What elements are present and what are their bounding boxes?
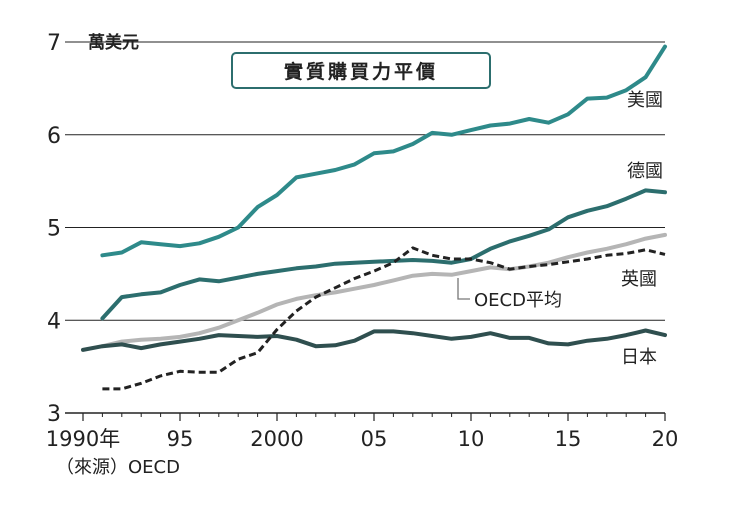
oecd-annotation-label: OECD平均 bbox=[474, 290, 562, 311]
x-tick-label: 05 bbox=[361, 427, 388, 451]
y-tick-label: 6 bbox=[47, 124, 61, 149]
series-line-3 bbox=[102, 246, 666, 391]
series-label-japan: 日本 bbox=[621, 347, 657, 368]
series-group bbox=[81, 44, 667, 391]
series-label-germany: 德國 bbox=[627, 161, 663, 182]
y-tick-label: 3 bbox=[47, 402, 61, 427]
series-line-4 bbox=[81, 328, 667, 352]
series-line-0 bbox=[100, 44, 667, 258]
oecd-annotation-leader bbox=[457, 278, 470, 300]
series-line-2 bbox=[100, 232, 667, 349]
y-axis-ticks: 3 4 5 6 7 bbox=[47, 31, 61, 427]
x-tick-label: 2000 bbox=[250, 427, 303, 451]
x-tick-label: 95 bbox=[167, 427, 194, 451]
x-tick-label: 20 bbox=[652, 427, 679, 451]
y-tick-label: 4 bbox=[47, 309, 61, 334]
x-tick-label: 10 bbox=[458, 427, 485, 451]
x-tick-label: 1990年 bbox=[46, 427, 120, 451]
x-axis-ticks: 1990年 95 2000 05 10 15 20 bbox=[46, 413, 679, 451]
y-axis-unit-label: 萬美元 bbox=[88, 32, 139, 53]
source-label: （來源）OECD bbox=[56, 457, 180, 478]
series-label-usa: 美國 bbox=[627, 90, 663, 111]
series-label-uk: 英國 bbox=[621, 269, 657, 290]
y-tick-label: 7 bbox=[47, 31, 61, 56]
chart-title: 實質購買力平價 bbox=[284, 60, 438, 83]
y-tick-label: 5 bbox=[47, 217, 61, 242]
gridlines bbox=[65, 41, 665, 414]
chart-title-box bbox=[231, 52, 491, 89]
series-line-1 bbox=[100, 188, 667, 321]
x-tick-label: 15 bbox=[555, 427, 582, 451]
